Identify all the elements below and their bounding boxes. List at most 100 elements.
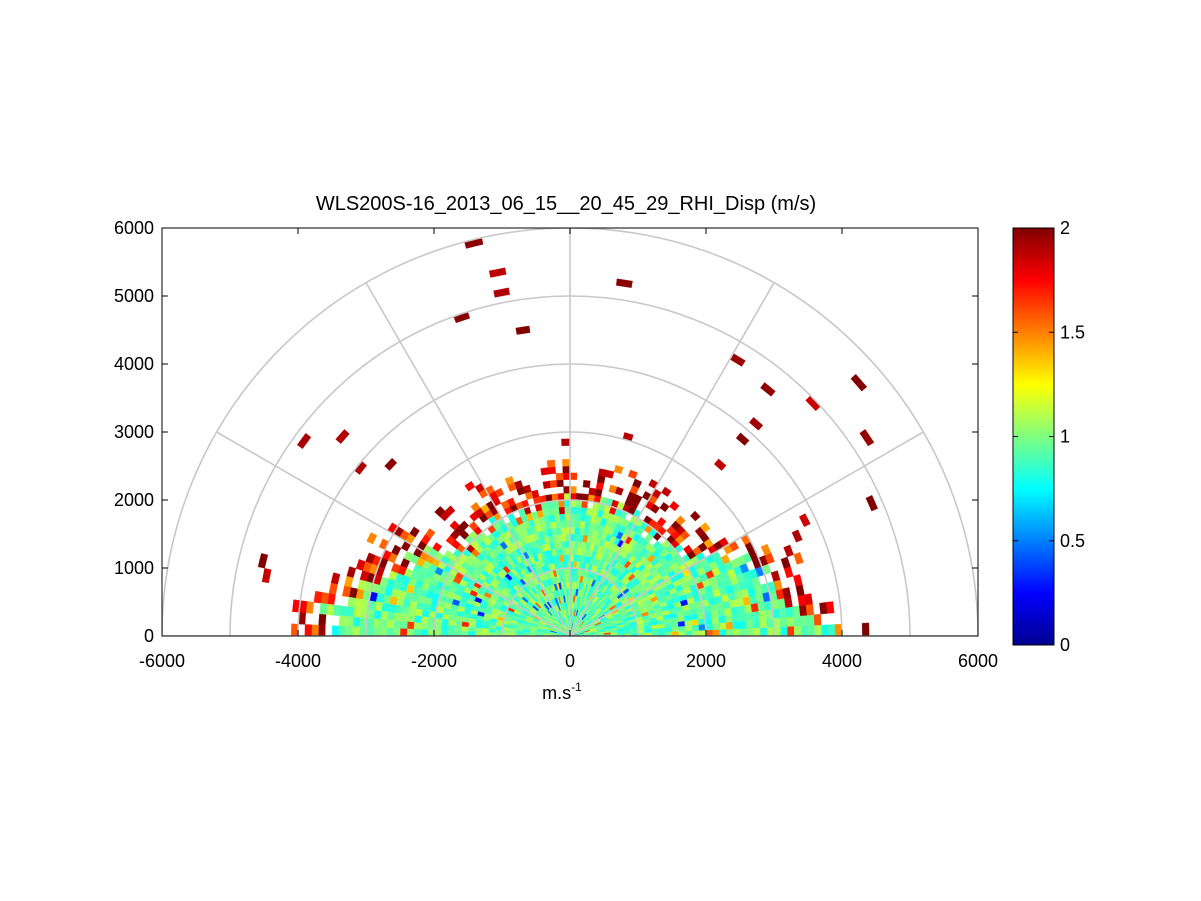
data-cell bbox=[454, 625, 462, 632]
data-cell bbox=[805, 603, 815, 616]
data-cell bbox=[691, 618, 699, 626]
data-cell bbox=[712, 622, 720, 630]
x-tick-label: -6000 bbox=[139, 651, 185, 671]
data-cell bbox=[669, 500, 680, 512]
data-cell bbox=[461, 626, 469, 632]
data-cell bbox=[717, 608, 726, 617]
data-cell bbox=[461, 621, 470, 628]
data-cell bbox=[352, 626, 360, 636]
colorbar-tick-label: 2 bbox=[1060, 218, 1070, 238]
data-cell bbox=[407, 614, 416, 623]
data-cell bbox=[711, 616, 720, 624]
data-cell bbox=[718, 622, 727, 630]
data-cell bbox=[724, 614, 733, 623]
data-cell bbox=[560, 533, 566, 542]
data-cell bbox=[386, 611, 395, 621]
data-cell bbox=[579, 513, 587, 522]
data-cell bbox=[573, 540, 579, 549]
data-cell bbox=[493, 287, 510, 298]
data-cell bbox=[713, 458, 727, 471]
data-cell bbox=[400, 613, 409, 622]
data-cell bbox=[296, 432, 312, 450]
x-axis-label-exponent: -1 bbox=[571, 680, 582, 694]
data-cell bbox=[569, 506, 576, 514]
data-cell bbox=[738, 612, 747, 622]
data-cell bbox=[339, 605, 348, 617]
data-cell bbox=[834, 623, 843, 636]
data-cell bbox=[379, 619, 388, 629]
data-cell bbox=[685, 625, 693, 632]
x-tick-label: -2000 bbox=[411, 651, 457, 671]
data-cell bbox=[406, 621, 415, 630]
polar-grid bbox=[162, 228, 978, 636]
data-cell bbox=[698, 629, 707, 636]
data-cell bbox=[401, 606, 410, 615]
data-cell bbox=[449, 520, 460, 531]
data-cell bbox=[657, 627, 666, 633]
data-cell bbox=[576, 547, 582, 556]
data-cell bbox=[807, 625, 815, 636]
data-cell bbox=[671, 626, 679, 632]
data-cell bbox=[828, 624, 836, 636]
data-cell bbox=[731, 613, 740, 622]
y-tick-label: 5000 bbox=[114, 286, 154, 306]
data-cell bbox=[760, 627, 768, 636]
data-cell bbox=[779, 616, 788, 627]
data-cell bbox=[780, 626, 788, 636]
data-cell bbox=[699, 522, 711, 533]
data-cell bbox=[575, 506, 582, 515]
data-cell bbox=[564, 506, 571, 514]
data-cell bbox=[331, 625, 340, 636]
data-cell bbox=[427, 629, 435, 636]
data-cell bbox=[488, 267, 507, 278]
data-cell bbox=[441, 618, 449, 626]
data-cell bbox=[584, 514, 592, 523]
data-cell bbox=[495, 629, 503, 634]
data-cell bbox=[504, 476, 515, 486]
chart-title: WLS200S-16_2013_06_15__20_45_29_RHI_Disp… bbox=[316, 193, 816, 215]
data-cell bbox=[515, 325, 531, 335]
data-cell bbox=[758, 610, 767, 620]
angle-spoke bbox=[569, 431, 924, 636]
data-cell bbox=[440, 624, 449, 631]
data-cell bbox=[739, 628, 747, 636]
data-cell bbox=[819, 602, 828, 615]
data-cell bbox=[572, 574, 576, 582]
data-cell bbox=[712, 629, 720, 636]
data-cell bbox=[745, 619, 754, 629]
data-cell bbox=[574, 527, 580, 535]
data-cell bbox=[859, 429, 875, 447]
data-cell bbox=[569, 472, 578, 480]
data-cell bbox=[413, 622, 422, 630]
data-cell bbox=[675, 515, 686, 526]
data-cell bbox=[793, 574, 803, 587]
data-cell bbox=[540, 467, 549, 476]
x-tick-label: -4000 bbox=[275, 651, 321, 671]
data-cell bbox=[318, 624, 326, 636]
data-cell bbox=[542, 480, 551, 489]
data-cell bbox=[804, 593, 813, 606]
data-cell bbox=[454, 620, 463, 627]
data-cell bbox=[691, 624, 700, 631]
data-cell bbox=[785, 606, 794, 618]
data-cell bbox=[766, 626, 775, 636]
colorbar-tick-label: 1.5 bbox=[1060, 322, 1085, 342]
y-tick-label: 0 bbox=[144, 626, 154, 646]
data-cell bbox=[732, 628, 741, 636]
data-cell bbox=[573, 547, 578, 555]
x-tick-label: 4000 bbox=[822, 651, 862, 671]
angle-spoke bbox=[216, 431, 571, 636]
data-cell bbox=[608, 484, 618, 494]
data-cell bbox=[413, 629, 421, 636]
data-cell bbox=[467, 626, 476, 632]
data-cell bbox=[366, 532, 378, 545]
data-cell bbox=[559, 520, 566, 528]
data-cell bbox=[373, 610, 382, 620]
data-cell bbox=[488, 628, 496, 633]
data-cell bbox=[760, 382, 776, 397]
data-cell bbox=[569, 493, 577, 501]
data-cell bbox=[778, 607, 787, 618]
data-cell bbox=[420, 616, 429, 624]
data-cell bbox=[806, 614, 815, 626]
data-cell bbox=[468, 622, 476, 628]
